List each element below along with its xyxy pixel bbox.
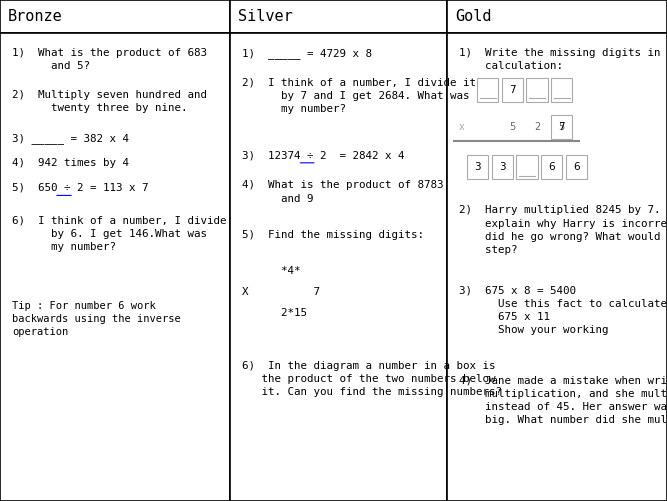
Text: 6: 6 [548, 162, 555, 172]
Text: 6: 6 [573, 162, 580, 172]
Text: 3: 3 [499, 162, 506, 172]
Text: Silver: Silver [238, 9, 293, 24]
Text: 5: 5 [558, 122, 565, 132]
Text: 2)  Multiply seven hundred and
      twenty three by nine.: 2) Multiply seven hundred and twenty thr… [12, 90, 207, 113]
Text: 2: 2 [534, 122, 540, 132]
Text: X          7: X 7 [242, 287, 320, 297]
Bar [526, 78, 548, 102]
Text: 1)  What is the product of 683
      and 5?: 1) What is the product of 683 and 5? [12, 48, 207, 71]
Text: 3: 3 [474, 162, 481, 172]
Bar [467, 155, 488, 179]
Text: 2*15: 2*15 [242, 308, 307, 318]
Text: 5)  650 ÷ 2 = 113 x 7: 5) 650 ÷ 2 = 113 x 7 [12, 183, 149, 193]
Text: 3)  12374 ÷ 2  = 2842 x 4: 3) 12374 ÷ 2 = 2842 x 4 [242, 150, 405, 160]
Bar [516, 155, 538, 179]
Bar [502, 78, 523, 102]
Bar [447, 33, 667, 501]
Text: 7: 7 [509, 85, 516, 95]
Text: Gold: Gold [455, 9, 492, 24]
Text: 4)  Jane made a mistake when writing
    multiplication, and she multiplied
    : 4) Jane made a mistake when writing mult… [459, 376, 667, 425]
Bar [541, 155, 562, 179]
Text: 4)  942 times by 4: 4) 942 times by 4 [12, 158, 129, 168]
Text: 2)  Harry multiplied 8245 by 7. Can y
    explain why Harry is incorrect? W
    : 2) Harry multiplied 8245 by 7. Can y exp… [459, 205, 667, 255]
Bar [551, 115, 572, 139]
Text: 6)  I think of a number, I divide
      by 6. I get 146.What was
      my number: 6) I think of a number, I divide by 6. I… [12, 215, 227, 252]
Text: 1)  _____ = 4729 x 8: 1) _____ = 4729 x 8 [242, 48, 372, 59]
Text: 6)  In the diagram a number in a box is
   the product of the two numbers below
: 6) In the diagram a number in a box is t… [242, 361, 502, 397]
Bar [230, 0, 447, 33]
Text: 1)  Write the missing digits in this
    calculation:: 1) Write the missing digits in this calc… [459, 48, 667, 71]
Bar [230, 33, 447, 501]
Bar [492, 155, 513, 179]
Text: Tip : For number 6 work
backwards using the inverse
operation: Tip : For number 6 work backwards using … [12, 301, 181, 337]
Text: 7: 7 [558, 122, 565, 132]
Bar [0, 33, 230, 501]
Text: 2)  I think of a number, I divide it
      by 7 and I get 2684. What was
      m: 2) I think of a number, I divide it by 7… [242, 78, 476, 114]
Text: 4)  What is the product of 8783
      and 9: 4) What is the product of 8783 and 9 [242, 180, 444, 203]
Text: *4*: *4* [242, 266, 301, 276]
Bar [447, 0, 667, 33]
Bar [566, 155, 587, 179]
Bar [0, 0, 230, 33]
Bar [551, 78, 572, 102]
Text: 3) _____ = 382 x 4: 3) _____ = 382 x 4 [12, 133, 129, 144]
Text: 5)  Find the missing digits:: 5) Find the missing digits: [242, 230, 424, 240]
Text: 3)  675 x 8 = 5400
      Use this fact to calculate
      675 x 11
      Show yo: 3) 675 x 8 = 5400 Use this fact to calcu… [459, 286, 667, 335]
Text: 5: 5 [509, 122, 516, 132]
Text: Bronze: Bronze [8, 9, 63, 24]
Bar [477, 78, 498, 102]
Text: x: x [458, 122, 464, 132]
